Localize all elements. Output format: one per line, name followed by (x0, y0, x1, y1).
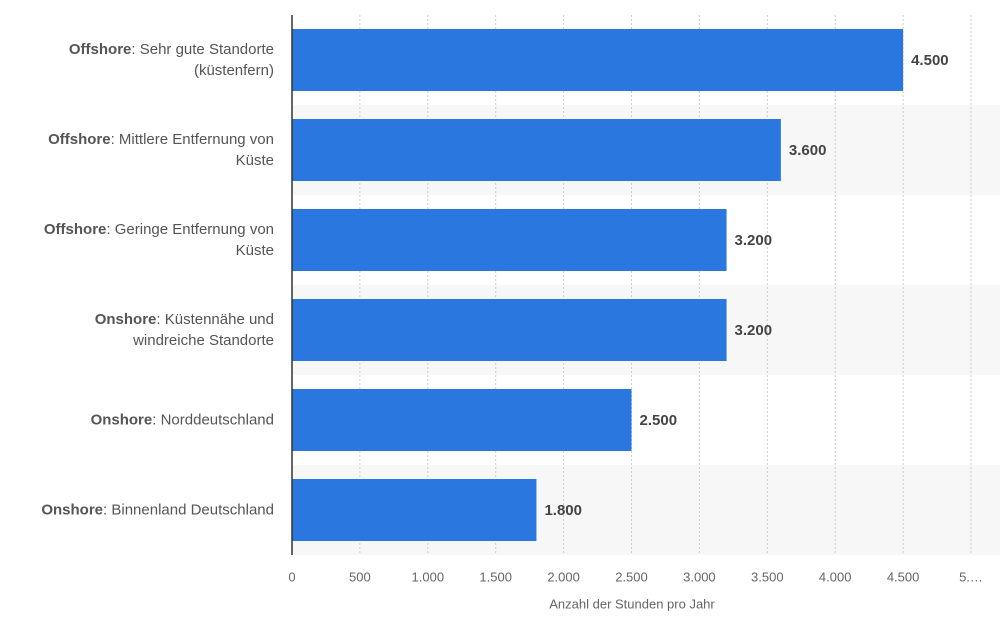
bar (292, 479, 537, 541)
bar (292, 29, 904, 91)
data-label: 2.500 (640, 412, 678, 429)
category-label: Offshore: Geringe Entfernung von Küste (43, 221, 274, 259)
category-label: Onshore: Küstennähe und windreiche Stand… (94, 311, 274, 349)
category-label: Onshore: Binnenland Deutschland (41, 501, 274, 519)
x-tick-label: 3.000 (683, 569, 716, 584)
x-tick-label: 5.… (959, 569, 983, 584)
category-label: Onshore: Norddeutschland (90, 411, 274, 429)
x-tick-label: 2.500 (615, 569, 648, 584)
bar (292, 209, 727, 271)
x-tick-label: 2.000 (547, 569, 580, 584)
bar (292, 389, 632, 451)
data-label: 3.600 (789, 142, 827, 159)
x-tick-label: 1.000 (412, 569, 445, 584)
x-tick-label: 4.000 (819, 569, 852, 584)
data-label: 4.500 (911, 52, 949, 69)
x-tick-label: 500 (349, 569, 371, 584)
category-label: Offshore: Sehr gute Standorte (küstenfer… (68, 41, 274, 79)
data-label: 3.200 (735, 322, 773, 339)
category-label: Offshore: Mittlere Entfernung von Küste (48, 131, 274, 169)
x-tick-label: 4.500 (887, 569, 920, 584)
x-axis-title: Anzahl der Stunden pro Jahr (549, 596, 715, 611)
data-label: 1.800 (544, 502, 582, 519)
data-label: 3.200 (735, 232, 773, 249)
x-tick-label: 0 (288, 569, 295, 584)
x-tick-label: 3.500 (751, 569, 784, 584)
x-tick-label: 1.500 (479, 569, 512, 584)
bar (292, 299, 727, 361)
bar (292, 119, 781, 181)
